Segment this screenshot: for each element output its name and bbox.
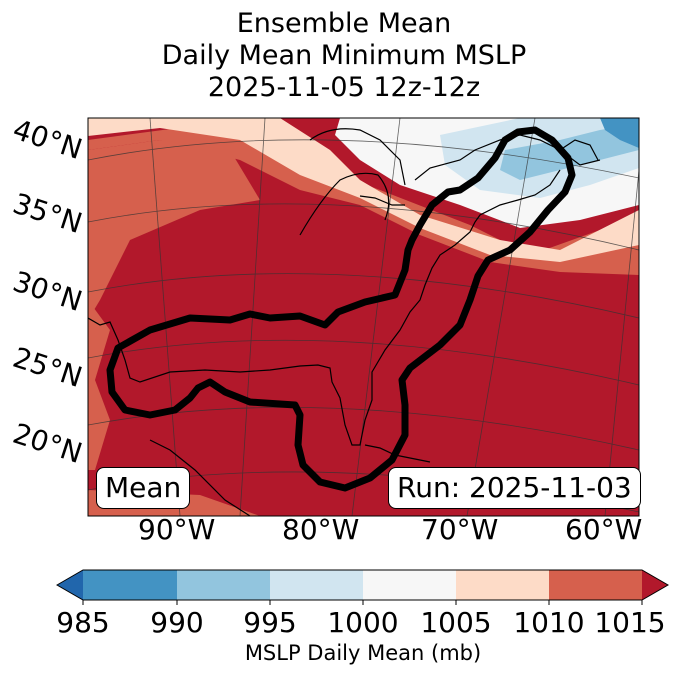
colorbar-tick-1005: 1005 xyxy=(420,606,492,639)
colorbar-segment-1005-1010 xyxy=(456,570,549,600)
colorbar-tick-985: 985 xyxy=(56,606,110,639)
field-1010-1015-sw xyxy=(88,300,110,470)
map-area xyxy=(88,118,639,516)
field-1005-1010 xyxy=(88,118,639,262)
colorbar-tick-1015: 1015 xyxy=(594,606,666,639)
title-line-2: Daily Mean Minimum MSLP xyxy=(161,40,527,71)
colorbar-tick-995: 995 xyxy=(243,606,297,639)
colorbar-tick-marks xyxy=(82,600,643,605)
field-990-995 xyxy=(500,125,639,180)
title-line-1: Ensemble Mean xyxy=(236,8,452,39)
lon-label-70w: 70°W xyxy=(421,513,499,546)
colorbar-segment-1010-1015 xyxy=(549,570,642,600)
map-frame xyxy=(87,117,640,517)
lon-label-80w: 80°W xyxy=(282,513,360,546)
colorbar-segment-985-990 xyxy=(83,570,177,600)
colorbar-label: MSLP Daily Mean (mb) xyxy=(244,641,482,665)
field-985-990 xyxy=(600,118,639,148)
ensemble-outline xyxy=(106,126,576,492)
colorbar-segment-995-1000 xyxy=(270,570,363,600)
lon-label-90w: 90°W xyxy=(138,513,216,546)
title-line-3: 2025-11-05 12z-12z xyxy=(207,72,481,103)
colorbar-tick-1010: 1010 xyxy=(513,606,585,639)
colorbar-segment-990-995 xyxy=(177,570,270,600)
colorbar-tick-1000: 1000 xyxy=(327,606,399,639)
colorbar-segment-1000-1005 xyxy=(363,570,456,600)
colorbar xyxy=(55,569,670,605)
field-1010-1015-west xyxy=(88,140,260,320)
mean-badge: Mean xyxy=(96,467,191,509)
colorbar-extend-high xyxy=(642,570,668,600)
colorbar-tick-990: 990 xyxy=(150,606,204,639)
colorbar-extend-low xyxy=(57,570,83,600)
field-1010-1015-north xyxy=(88,125,639,275)
run-date-badge: Run: 2025-11-03 xyxy=(388,467,641,509)
lon-label-60w: 60°W xyxy=(565,513,643,546)
